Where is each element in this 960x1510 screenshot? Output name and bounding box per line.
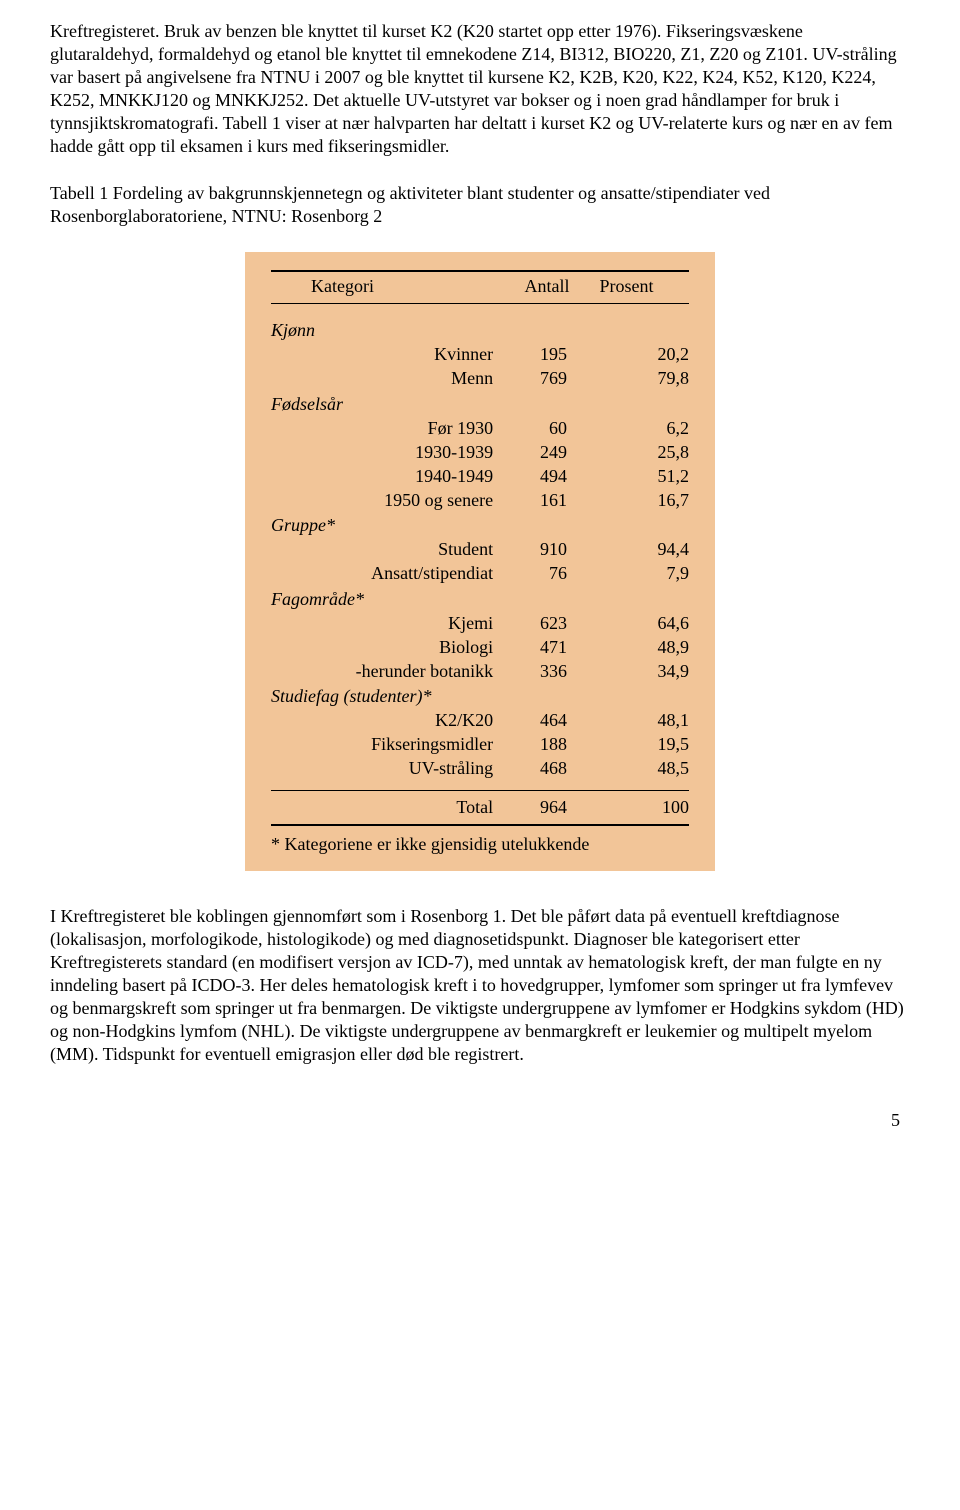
cell-percent: 64,6 <box>597 611 689 635</box>
cell-count: 464 <box>505 709 597 733</box>
table-row: Biologi47148,9 <box>271 635 689 659</box>
total-percent: 100 <box>597 790 689 825</box>
cell-percent: 20,2 <box>597 343 689 367</box>
table-row: Før 1930606,2 <box>271 416 689 440</box>
table-section-label: Studiefag (studenter)* <box>271 683 689 709</box>
cell-count: 468 <box>505 757 597 781</box>
table-row: Kjemi62364,6 <box>271 611 689 635</box>
spacer-row <box>271 781 689 791</box>
page-number: 5 <box>50 1090 910 1131</box>
table-row: Menn76979,8 <box>271 367 689 391</box>
table-row: UV-stråling46848,5 <box>271 757 689 781</box>
cell-percent: 48,9 <box>597 635 689 659</box>
cell-count: 623 <box>505 611 597 635</box>
header-category: Kategori <box>271 271 497 304</box>
cell-category: 1930-1939 <box>271 440 505 464</box>
cell-count: 494 <box>505 464 597 488</box>
cell-category: Kvinner <box>271 343 505 367</box>
cell-percent: 6,2 <box>597 416 689 440</box>
cell-percent: 48,1 <box>597 709 689 733</box>
section-label-cell: Kjønn <box>271 317 689 343</box>
section-label-cell: Gruppe* <box>271 512 689 538</box>
table-card: Kategori Antall Prosent KjønnKvinner1952… <box>245 252 715 871</box>
cell-category: -herunder botanikk <box>271 659 505 683</box>
section-label-cell: Fødselsår <box>271 391 689 417</box>
cell-count: 336 <box>505 659 597 683</box>
cell-count: 188 <box>505 733 597 757</box>
cell-count: 471 <box>505 635 597 659</box>
cell-category: Menn <box>271 367 505 391</box>
cell-percent: 34,9 <box>597 659 689 683</box>
cell-category: UV-stråling <box>271 757 505 781</box>
table-section-label: Kjønn <box>271 317 689 343</box>
table-row: 1930-193924925,8 <box>271 440 689 464</box>
distribution-table-body: KjønnKvinner19520,2Menn76979,8FødselsårF… <box>271 317 689 781</box>
cell-category: 1950 og senere <box>271 488 505 512</box>
cell-category: Ansatt/stipendiat <box>271 562 505 586</box>
cell-category: Før 1930 <box>271 416 505 440</box>
table-row: Kvinner19520,2 <box>271 343 689 367</box>
cell-percent: 51,2 <box>597 464 689 488</box>
cell-category: Student <box>271 538 505 562</box>
total-count: 964 <box>505 790 597 825</box>
cell-count: 769 <box>505 367 597 391</box>
cell-percent: 79,8 <box>597 367 689 391</box>
header-count: Antall <box>497 271 600 304</box>
table-footnote: * Kategoriene er ikke gjensidig utelukke… <box>271 834 689 855</box>
paragraph-3: I Kreftregisteret ble koblingen gjennomf… <box>50 905 910 1066</box>
cell-category: K2/K20 <box>271 709 505 733</box>
cell-count: 195 <box>505 343 597 367</box>
cell-category: Biologi <box>271 635 505 659</box>
table-row: -herunder botanikk33634,9 <box>271 659 689 683</box>
cell-count: 161 <box>505 488 597 512</box>
table-row: K2/K2046448,1 <box>271 709 689 733</box>
paragraph-1: Kreftregisteret. Bruk av benzen ble knyt… <box>50 20 910 158</box>
header-percent: Prosent <box>600 271 689 304</box>
cell-percent: 7,9 <box>597 562 689 586</box>
section-label-cell: Studiefag (studenter)* <box>271 683 689 709</box>
total-row: Total 964 100 <box>271 790 689 825</box>
table-row: Student91094,4 <box>271 538 689 562</box>
table-row: 1940-194949451,2 <box>271 464 689 488</box>
table-section-label: Gruppe* <box>271 512 689 538</box>
cell-count: 910 <box>505 538 597 562</box>
cell-category: Kjemi <box>271 611 505 635</box>
section-label-cell: Fagområde* <box>271 586 689 612</box>
table-row: 1950 og senere16116,7 <box>271 488 689 512</box>
table-section-label: Fagområde* <box>271 586 689 612</box>
cell-category: 1940-1949 <box>271 464 505 488</box>
paragraph-2-caption: Tabell 1 Fordeling av bakgrunnskjenneteg… <box>50 182 910 228</box>
table-row: Fikseringsmidler18819,5 <box>271 733 689 757</box>
cell-count: 76 <box>505 562 597 586</box>
distribution-table: Kategori Antall Prosent <box>271 270 689 317</box>
total-label: Total <box>271 790 505 825</box>
cell-category: Fikseringsmidler <box>271 733 505 757</box>
table-header-row: Kategori Antall Prosent <box>271 271 689 304</box>
table-section-label: Fødselsår <box>271 391 689 417</box>
table-row: Ansatt/stipendiat767,9 <box>271 562 689 586</box>
table-wrapper: Kategori Antall Prosent KjønnKvinner1952… <box>50 252 910 871</box>
cell-count: 249 <box>505 440 597 464</box>
cell-percent: 19,5 <box>597 733 689 757</box>
cell-percent: 25,8 <box>597 440 689 464</box>
cell-count: 60 <box>505 416 597 440</box>
cell-percent: 16,7 <box>597 488 689 512</box>
page: Kreftregisteret. Bruk av benzen ble knyt… <box>0 0 960 1171</box>
distribution-table-total: Total 964 100 <box>271 781 689 826</box>
cell-percent: 48,5 <box>597 757 689 781</box>
spacer-row <box>271 304 689 318</box>
cell-percent: 94,4 <box>597 538 689 562</box>
